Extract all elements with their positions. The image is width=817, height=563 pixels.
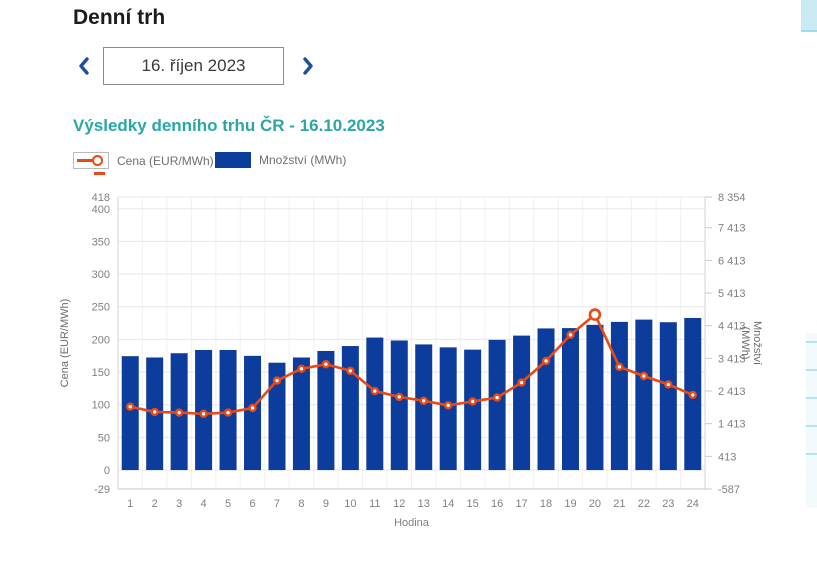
svg-text:250: 250 (92, 302, 110, 314)
next-day-button[interactable] (296, 53, 320, 81)
svg-text:17: 17 (515, 498, 527, 510)
svg-text:300: 300 (92, 269, 110, 281)
legend-item-volume[interactable]: Množství (MWh) (215, 152, 346, 168)
svg-text:6 413: 6 413 (718, 255, 746, 267)
svg-text:5: 5 (225, 498, 231, 510)
svg-text:7 413: 7 413 (718, 223, 746, 235)
svg-text:150: 150 (92, 367, 110, 379)
svg-text:Hodina: Hodina (394, 517, 430, 529)
svg-text:8: 8 (298, 498, 304, 510)
svg-text:13: 13 (418, 498, 430, 510)
legend-item-price[interactable]: Cena (EUR/MWh) (73, 152, 214, 175)
legend-price-label: Cena (EUR/MWh) (117, 153, 214, 168)
legend-volume-label: Množství (MWh) (259, 153, 347, 167)
chevron-left-icon (78, 56, 90, 78)
svg-text:Množství(MWh): Množství(MWh) (739, 321, 763, 365)
svg-text:20: 20 (589, 498, 601, 510)
svg-text:21: 21 (613, 498, 625, 510)
svg-text:3 413: 3 413 (718, 353, 746, 365)
svg-text:2: 2 (152, 498, 158, 510)
svg-text:50: 50 (98, 432, 110, 444)
svg-text:0: 0 (104, 465, 110, 477)
svg-text:4: 4 (201, 498, 207, 510)
chevron-right-icon (302, 56, 314, 78)
svg-text:10: 10 (344, 498, 356, 510)
svg-text:14: 14 (442, 498, 454, 510)
svg-text:22: 22 (638, 498, 650, 510)
svg-text:4 413: 4 413 (718, 321, 746, 333)
svg-text:8 354: 8 354 (718, 192, 746, 204)
chart-title: Výsledky denního trhu ČR - 16.10.2023 (73, 116, 385, 135)
svg-text:-29: -29 (94, 484, 110, 496)
svg-text:3: 3 (176, 498, 182, 510)
svg-text:5 413: 5 413 (718, 288, 746, 300)
legend-volume-swatch (215, 152, 251, 168)
svg-text:6: 6 (249, 498, 255, 510)
price-line-icon (73, 152, 109, 175)
page-title: Denní trh (73, 6, 166, 29)
svg-text:2 413: 2 413 (718, 386, 746, 398)
svg-text:23: 23 (662, 498, 674, 510)
svg-text:350: 350 (92, 236, 110, 248)
partial-table-strip (806, 333, 817, 508)
svg-text:15: 15 (467, 498, 479, 510)
svg-text:100: 100 (92, 400, 110, 412)
svg-text:1 413: 1 413 (718, 419, 746, 431)
partial-tab-fragment (801, 0, 817, 32)
svg-text:24: 24 (687, 498, 699, 510)
svg-text:12: 12 (393, 498, 405, 510)
svg-text:18: 18 (540, 498, 552, 510)
svg-text:11: 11 (369, 498, 380, 510)
svg-text:9: 9 (323, 498, 329, 510)
svg-text:200: 200 (92, 334, 110, 346)
svg-text:413: 413 (718, 451, 736, 463)
prev-day-button[interactable] (72, 53, 96, 81)
svg-text:-587: -587 (718, 484, 740, 496)
date-picker[interactable]: 16. říjen 2023 (103, 47, 284, 85)
svg-text:Cena (EUR/MWh): Cena (EUR/MWh) (59, 299, 71, 388)
svg-text:19: 19 (564, 498, 576, 510)
svg-text:16: 16 (491, 498, 503, 510)
svg-text:1: 1 (127, 498, 133, 510)
svg-text:7: 7 (274, 498, 280, 510)
svg-text:418: 418 (92, 192, 110, 204)
svg-text:400: 400 (92, 204, 110, 216)
